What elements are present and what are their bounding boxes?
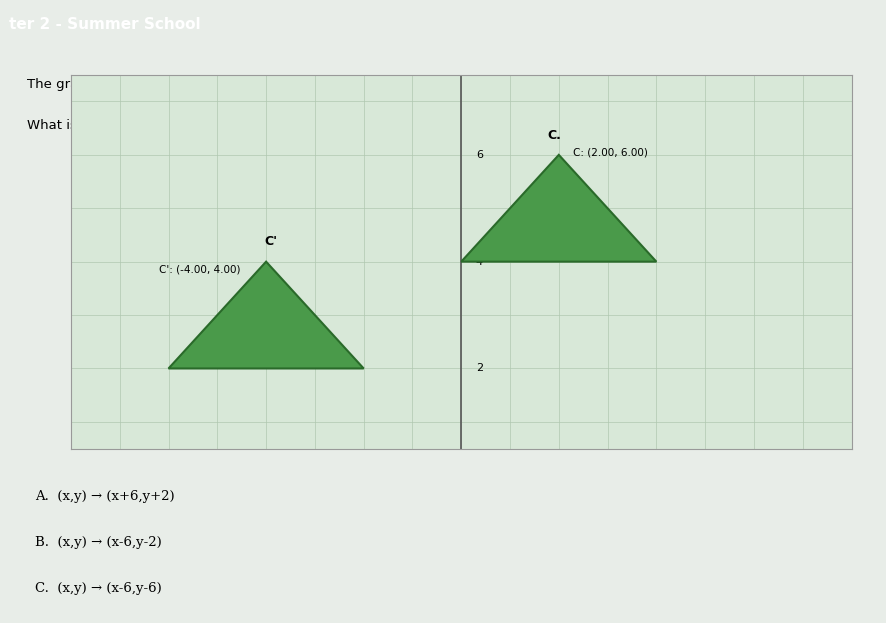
Text: 2: 2	[475, 363, 483, 373]
Text: 4: 4	[475, 257, 483, 267]
Text: C.  (x,y) → (x-6,y-6): C. (x,y) → (x-6,y-6)	[35, 582, 162, 595]
Polygon shape	[461, 155, 656, 262]
Text: The graph below shows a translation of preimage triangle vertex C to image trian: The graph below shows a translation of p…	[27, 78, 660, 92]
Text: C: (2.00, 6.00): C: (2.00, 6.00)	[572, 147, 648, 157]
Text: A.  (x,y) → (x+6,y+2): A. (x,y) → (x+6,y+2)	[35, 490, 175, 503]
Text: 6: 6	[475, 150, 482, 160]
Text: C': C'	[264, 235, 277, 249]
Text: B.  (x,y) → (x-6,y-2): B. (x,y) → (x-6,y-2)	[35, 536, 162, 549]
Text: What is the algebraic rule for this translation?: What is the algebraic rule for this tran…	[27, 118, 333, 131]
Text: C': (-4.00, 4.00): C': (-4.00, 4.00)	[159, 265, 240, 275]
Polygon shape	[168, 262, 363, 368]
Text: ter 2 - Summer School: ter 2 - Summer School	[9, 17, 200, 32]
Text: C.: C.	[547, 128, 560, 141]
